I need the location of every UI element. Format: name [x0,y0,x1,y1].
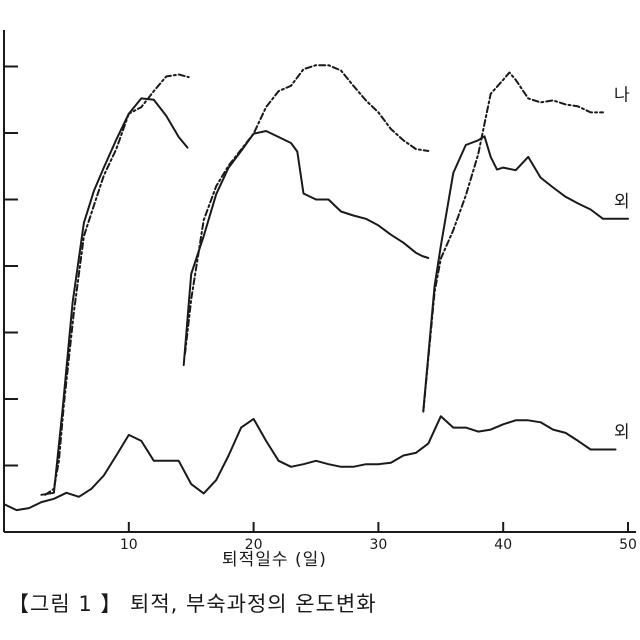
x-tick-label-0: 10 [120,537,138,553]
axes [3,30,636,533]
series-0-line-2 [422,71,604,413]
x-axis-title: 퇴적일수 (일) [222,550,327,570]
series-1-line-2 [422,135,629,412]
x-tick-label-4: 50 [619,537,637,553]
series-label-1: 외 [614,192,630,212]
series-1-line-1 [182,130,430,367]
series-label-0: 나 [614,85,630,105]
series-label-2: 외 [614,423,630,443]
series-labels: 나외외 [614,85,630,442]
figure-caption: 【그림 1 】 퇴적, 부숙과정의 온도변화 [8,592,377,616]
x-tick-label-3: 40 [494,537,512,553]
series-2-line-0 [3,415,617,512]
series-lines [3,64,629,512]
series-0-line-0 [44,73,190,496]
series-0-line-1 [184,64,430,355]
y-ticks [4,65,18,467]
x-tick-label-1: 20 [245,537,263,553]
x-tick-label-2: 30 [369,537,387,553]
series-1-line-0 [40,97,189,496]
x-ticks: 10 20 30 40 50 [120,522,637,553]
